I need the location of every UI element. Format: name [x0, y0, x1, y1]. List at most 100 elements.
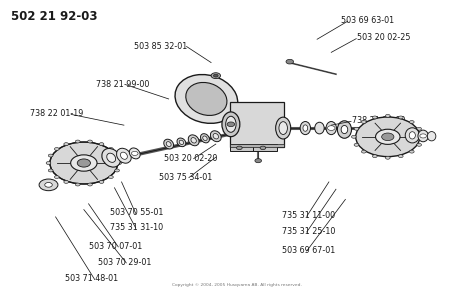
- Circle shape: [382, 133, 394, 141]
- Text: 503 69 67-01: 503 69 67-01: [282, 246, 335, 255]
- Text: 503 85 32-01: 503 85 32-01: [134, 42, 188, 51]
- Circle shape: [88, 140, 92, 143]
- Ellipse shape: [337, 121, 352, 138]
- Ellipse shape: [191, 138, 196, 143]
- Ellipse shape: [203, 136, 207, 141]
- Ellipse shape: [166, 142, 171, 146]
- Ellipse shape: [201, 134, 210, 143]
- Ellipse shape: [175, 75, 238, 123]
- Circle shape: [354, 143, 359, 146]
- Circle shape: [237, 146, 242, 150]
- Circle shape: [213, 74, 218, 77]
- Circle shape: [375, 129, 400, 144]
- Text: 503 75 34-01: 503 75 34-01: [159, 173, 212, 182]
- Circle shape: [75, 140, 80, 143]
- FancyBboxPatch shape: [230, 144, 254, 151]
- Text: 738 22 01-19: 738 22 01-19: [30, 109, 83, 118]
- Circle shape: [46, 162, 51, 164]
- Circle shape: [39, 179, 58, 191]
- Ellipse shape: [210, 131, 221, 142]
- Circle shape: [211, 73, 220, 78]
- Circle shape: [227, 122, 235, 127]
- Circle shape: [64, 181, 69, 183]
- Circle shape: [419, 135, 424, 138]
- Circle shape: [362, 121, 366, 123]
- Ellipse shape: [186, 82, 227, 116]
- Text: 503 70 55-01: 503 70 55-01: [110, 208, 163, 217]
- Circle shape: [385, 114, 390, 117]
- Text: 738 21 99-00: 738 21 99-00: [353, 116, 406, 125]
- Text: 735 31 31-10: 735 31 31-10: [110, 223, 163, 232]
- Circle shape: [420, 134, 427, 138]
- Text: 503 69 63-01: 503 69 63-01: [341, 16, 394, 25]
- Circle shape: [255, 159, 262, 163]
- Ellipse shape: [405, 128, 419, 143]
- FancyBboxPatch shape: [254, 144, 277, 151]
- Text: Copyright © 2004, 2005 Husqvarna AB. All rights reserved.: Copyright © 2004, 2005 Husqvarna AB. All…: [172, 283, 302, 287]
- Circle shape: [64, 143, 69, 146]
- Text: 738 21 99-00: 738 21 99-00: [96, 80, 149, 89]
- Circle shape: [417, 127, 421, 130]
- Circle shape: [88, 183, 92, 186]
- Circle shape: [352, 135, 356, 138]
- Circle shape: [373, 116, 377, 119]
- FancyBboxPatch shape: [230, 144, 284, 147]
- Ellipse shape: [276, 117, 291, 139]
- Circle shape: [385, 156, 390, 159]
- Text: 502 21 92-03: 502 21 92-03: [11, 10, 97, 23]
- Circle shape: [55, 148, 59, 151]
- Ellipse shape: [279, 122, 287, 134]
- Circle shape: [286, 59, 293, 64]
- Ellipse shape: [300, 121, 310, 135]
- Circle shape: [48, 169, 53, 172]
- Ellipse shape: [177, 138, 186, 147]
- Ellipse shape: [326, 121, 337, 135]
- Circle shape: [109, 176, 113, 178]
- Ellipse shape: [418, 130, 428, 142]
- Ellipse shape: [129, 148, 140, 159]
- Text: 503 20 02-20: 503 20 02-20: [164, 154, 218, 163]
- Circle shape: [55, 176, 59, 178]
- Ellipse shape: [117, 148, 131, 163]
- Circle shape: [410, 150, 414, 153]
- Circle shape: [373, 155, 377, 158]
- Circle shape: [362, 150, 366, 153]
- Circle shape: [131, 151, 138, 156]
- Circle shape: [45, 183, 52, 187]
- Circle shape: [75, 183, 80, 186]
- Ellipse shape: [164, 139, 173, 149]
- Ellipse shape: [213, 133, 219, 139]
- Circle shape: [50, 142, 118, 184]
- Ellipse shape: [226, 116, 236, 132]
- Text: 735 31 25-10: 735 31 25-10: [282, 227, 335, 236]
- Circle shape: [71, 155, 97, 171]
- Text: 503 70 07-01: 503 70 07-01: [89, 241, 142, 250]
- Circle shape: [99, 181, 104, 183]
- Ellipse shape: [341, 126, 348, 133]
- Circle shape: [328, 126, 335, 131]
- Text: 735 31 11-00: 735 31 11-00: [282, 211, 335, 220]
- Circle shape: [99, 143, 104, 146]
- Circle shape: [354, 127, 359, 130]
- Ellipse shape: [107, 153, 116, 162]
- Circle shape: [115, 154, 119, 157]
- Ellipse shape: [120, 152, 128, 159]
- Circle shape: [77, 159, 91, 167]
- FancyBboxPatch shape: [230, 102, 284, 147]
- Circle shape: [115, 169, 119, 172]
- Text: 503 71 48-01: 503 71 48-01: [65, 274, 118, 283]
- Circle shape: [399, 116, 403, 119]
- Ellipse shape: [315, 122, 324, 134]
- Ellipse shape: [428, 132, 436, 141]
- Ellipse shape: [222, 112, 240, 137]
- Ellipse shape: [102, 148, 120, 167]
- Circle shape: [109, 148, 113, 151]
- Text: 503 70 29-01: 503 70 29-01: [98, 258, 151, 267]
- Ellipse shape: [179, 140, 183, 144]
- Circle shape: [117, 162, 121, 164]
- Circle shape: [410, 121, 414, 123]
- Circle shape: [48, 154, 53, 157]
- Circle shape: [356, 117, 420, 157]
- Ellipse shape: [188, 135, 199, 146]
- Ellipse shape: [303, 125, 308, 131]
